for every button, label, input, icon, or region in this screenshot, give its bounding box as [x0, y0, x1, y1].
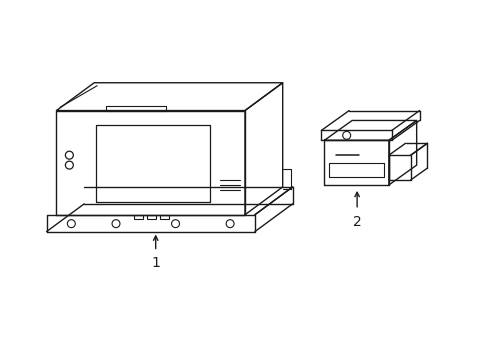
Bar: [160, 215, 168, 219]
Text: 1: 1: [151, 256, 160, 270]
Text: 2: 2: [352, 215, 361, 229]
Bar: [146, 215, 155, 219]
Bar: [134, 215, 142, 219]
